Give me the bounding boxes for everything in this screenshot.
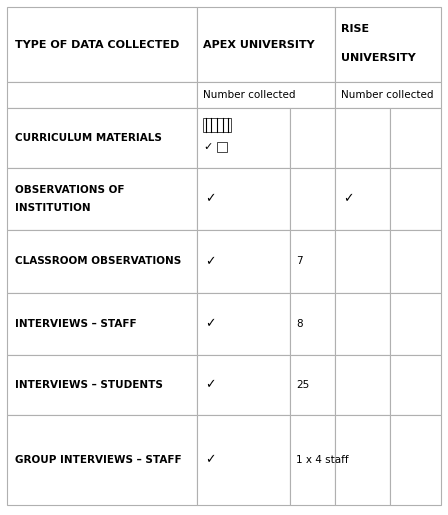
- Bar: [290, 355, 335, 415]
- Bar: [197, 168, 290, 230]
- Bar: [390, 355, 441, 415]
- Bar: [390, 293, 441, 355]
- Text: INTERVIEWS – STUDENTS: INTERVIEWS – STUDENTS: [15, 380, 163, 390]
- Bar: [335, 230, 390, 293]
- Text: OBSERVATIONS OF: OBSERVATIONS OF: [15, 185, 125, 195]
- Text: ✓: ✓: [203, 142, 212, 152]
- Text: ✓: ✓: [205, 255, 215, 268]
- Bar: [335, 293, 390, 355]
- Text: GROUP INTERVIEWS – STAFF: GROUP INTERVIEWS – STAFF: [15, 455, 181, 465]
- Bar: [390, 415, 441, 505]
- Text: TYPE OF DATA COLLECTED: TYPE OF DATA COLLECTED: [15, 40, 179, 49]
- Text: 8: 8: [296, 319, 303, 329]
- Bar: [217, 142, 227, 152]
- Text: CURRICULUM MATERIALS: CURRICULUM MATERIALS: [15, 133, 162, 143]
- Bar: [197, 230, 290, 293]
- Bar: [197, 293, 290, 355]
- Bar: [7, 293, 197, 355]
- Text: RISE: RISE: [341, 25, 369, 35]
- Bar: [290, 108, 335, 168]
- Text: INSTITUTION: INSTITUTION: [15, 203, 90, 213]
- Bar: [390, 108, 441, 168]
- Bar: [197, 415, 290, 505]
- Bar: [7, 230, 197, 293]
- Bar: [390, 168, 441, 230]
- Bar: [203, 118, 231, 132]
- Bar: [7, 108, 197, 168]
- Bar: [197, 7, 335, 82]
- Bar: [335, 168, 390, 230]
- Text: 7: 7: [296, 256, 303, 266]
- Text: ✓: ✓: [205, 193, 215, 205]
- Text: ✓: ✓: [205, 318, 215, 331]
- Bar: [335, 82, 441, 108]
- Text: 1 x 4 staff: 1 x 4 staff: [296, 455, 349, 465]
- Bar: [290, 293, 335, 355]
- Text: Number collected: Number collected: [203, 90, 296, 100]
- Bar: [290, 415, 335, 505]
- Text: INTERVIEWS – STAFF: INTERVIEWS – STAFF: [15, 319, 137, 329]
- Text: ✓: ✓: [205, 379, 215, 391]
- Text: APEX UNIVERSITY: APEX UNIVERSITY: [203, 40, 314, 49]
- Bar: [390, 230, 441, 293]
- Bar: [7, 355, 197, 415]
- Bar: [7, 415, 197, 505]
- Bar: [7, 7, 197, 82]
- Text: CLASSROOM OBSERVATIONS: CLASSROOM OBSERVATIONS: [15, 256, 181, 266]
- Text: ✓: ✓: [205, 454, 215, 467]
- Text: Number collected: Number collected: [341, 90, 434, 100]
- Bar: [290, 168, 335, 230]
- Text: UNIVERSITY: UNIVERSITY: [341, 53, 416, 63]
- Bar: [197, 108, 290, 168]
- Bar: [335, 415, 390, 505]
- Bar: [335, 7, 441, 82]
- Text: 25: 25: [296, 380, 309, 390]
- Bar: [197, 82, 335, 108]
- Text: ✓: ✓: [343, 193, 353, 205]
- Bar: [290, 230, 335, 293]
- Bar: [335, 355, 390, 415]
- Bar: [335, 108, 390, 168]
- Bar: [7, 168, 197, 230]
- Bar: [7, 82, 197, 108]
- Bar: [197, 355, 290, 415]
